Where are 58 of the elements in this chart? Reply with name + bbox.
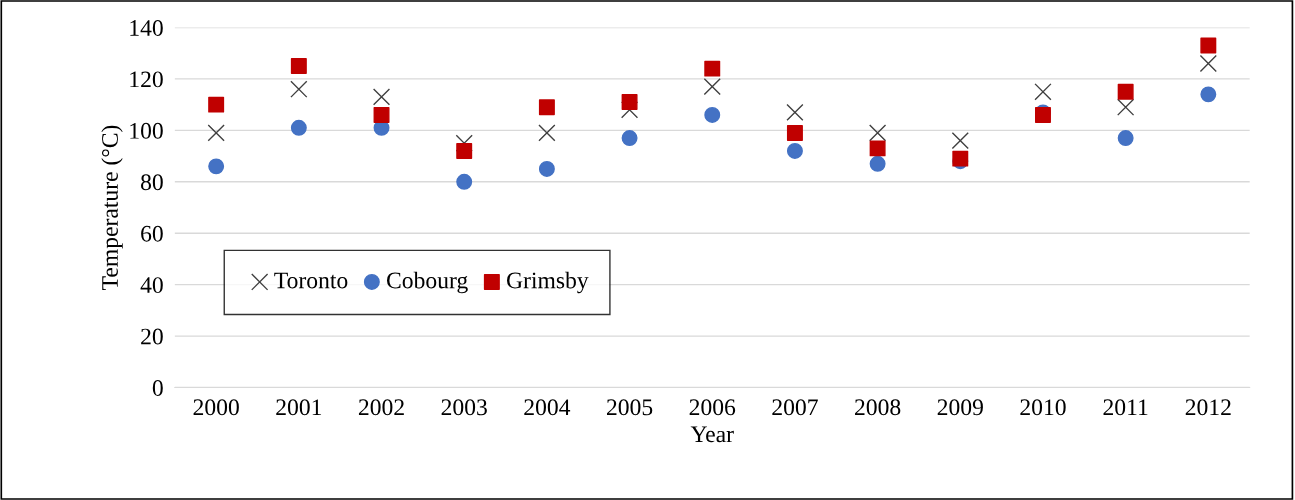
x-tick-label: 2008 <box>855 399 901 416</box>
x-tick-label: 2010 <box>1020 399 1066 416</box>
x-tick-label: 2001 <box>276 399 322 416</box>
point <box>704 106 721 123</box>
y-tick-label: 120 <box>130 71 163 88</box>
y-tick-label: 60 <box>141 225 163 242</box>
point <box>1034 83 1052 101</box>
point <box>1117 83 1134 100</box>
y-tick-label: 140 <box>130 19 163 36</box>
point <box>868 124 887 142</box>
x-tick-label: 2012 <box>1185 399 1231 416</box>
point <box>621 130 638 147</box>
x-tick-label: 2011 <box>1103 399 1148 416</box>
x-tick-label: 2000 <box>193 399 239 416</box>
x-tick-label: 2007 <box>772 399 818 416</box>
y-tick-label: 80 <box>141 174 163 191</box>
point <box>869 155 886 172</box>
point <box>704 60 721 77</box>
point <box>207 124 225 142</box>
point <box>456 142 473 159</box>
point <box>538 99 555 116</box>
point <box>786 124 803 141</box>
point <box>786 142 803 159</box>
x-tick-label: 2002 <box>358 399 404 416</box>
point <box>290 119 307 136</box>
y-tick-label: 100 <box>130 122 163 139</box>
point <box>290 80 308 98</box>
y-tick-label: 0 <box>152 379 163 396</box>
point <box>621 94 638 111</box>
point <box>373 106 390 123</box>
point <box>1200 86 1217 103</box>
point <box>456 173 473 190</box>
x-axis-title: Year <box>690 426 734 443</box>
point <box>208 96 225 113</box>
point <box>1200 37 1217 54</box>
point <box>1199 54 1217 73</box>
point <box>1117 130 1134 147</box>
point <box>290 58 307 75</box>
x-tick-label: 2003 <box>441 399 487 416</box>
point <box>538 124 556 142</box>
y-tick-label: 40 <box>140 277 163 294</box>
legend-label: Toronto <box>274 272 348 289</box>
y-tick-label: 20 <box>141 328 163 345</box>
y-axis-title: Temperature (°C) <box>101 125 123 290</box>
x-tick-label: 2006 <box>689 399 736 416</box>
x-tick-label: 2009 <box>937 399 983 416</box>
x-tick-label: 2004 <box>524 399 571 416</box>
x-tick-label: 2005 <box>606 399 653 416</box>
point <box>538 160 555 177</box>
legend-label: Grimsby <box>507 271 589 294</box>
point <box>208 158 225 175</box>
point <box>869 140 886 157</box>
point <box>703 78 721 96</box>
point <box>1117 98 1135 116</box>
point <box>786 103 804 121</box>
point <box>951 132 969 150</box>
point <box>372 88 391 106</box>
legend-label: Cobourg <box>386 271 468 294</box>
